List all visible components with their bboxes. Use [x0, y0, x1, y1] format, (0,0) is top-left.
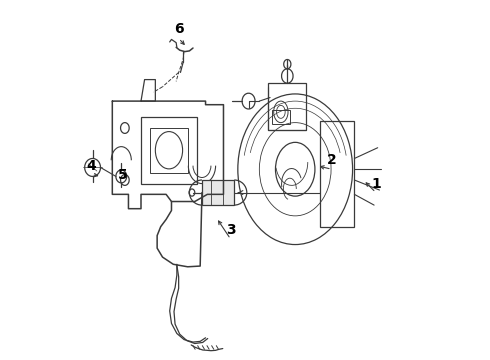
Text: 1: 1	[371, 177, 381, 190]
Bar	[202, 180, 234, 205]
Text: 6: 6	[174, 22, 183, 36]
Bar	[141, 117, 196, 184]
Bar	[150, 128, 188, 173]
Text: 2: 2	[327, 153, 337, 167]
Text: 3: 3	[226, 223, 236, 237]
Bar	[272, 110, 290, 125]
Text: 5: 5	[118, 168, 127, 182]
Bar	[320, 121, 354, 226]
Bar	[269, 83, 306, 130]
Text: 4: 4	[87, 159, 97, 173]
